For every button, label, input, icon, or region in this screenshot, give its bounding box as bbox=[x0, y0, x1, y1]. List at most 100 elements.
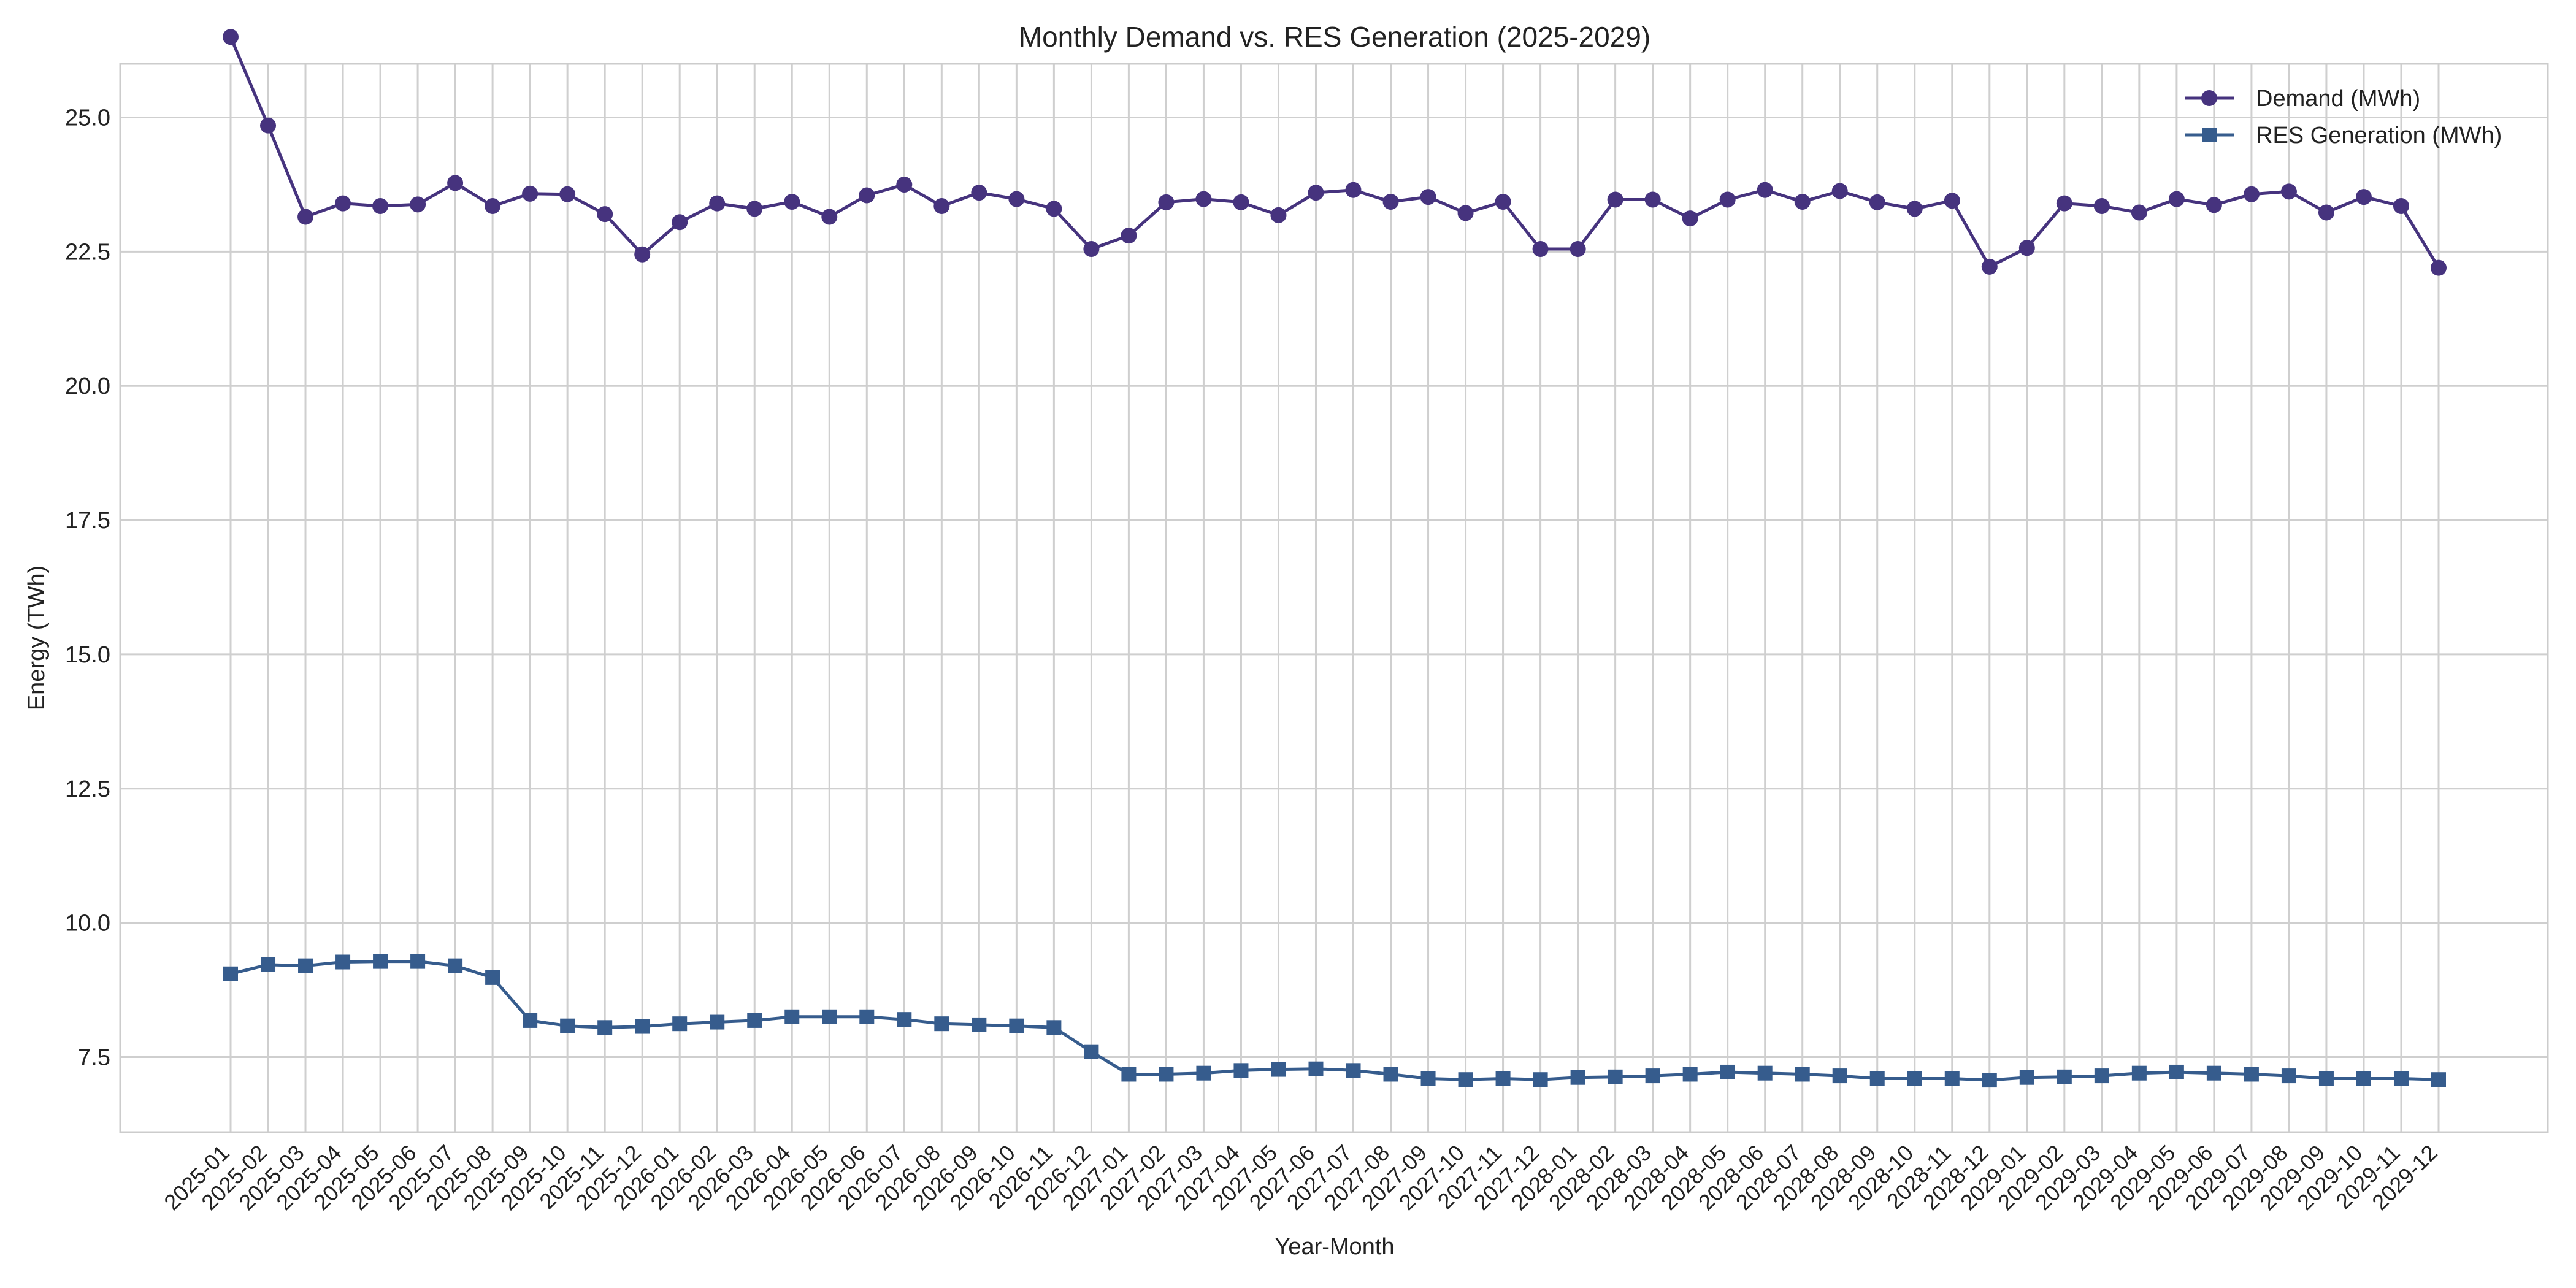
data-point bbox=[2169, 1064, 2184, 1079]
data-point bbox=[1083, 241, 1100, 258]
data-point bbox=[447, 175, 464, 191]
data-point bbox=[597, 206, 613, 223]
data-point bbox=[260, 117, 277, 134]
data-point bbox=[523, 1013, 538, 1028]
data-point bbox=[1644, 191, 1661, 208]
data-point bbox=[1719, 191, 1736, 208]
legend-item: Demand (MWh) bbox=[2185, 86, 2420, 112]
data-point bbox=[223, 29, 239, 45]
data-point bbox=[261, 957, 276, 972]
y-axis-label: Energy (TWh) bbox=[24, 565, 50, 710]
data-point bbox=[2206, 1065, 2221, 1081]
data-point bbox=[1607, 191, 1623, 208]
data-point bbox=[1720, 1064, 1735, 1079]
data-point bbox=[1795, 1067, 1810, 1082]
data-point bbox=[1420, 1071, 1436, 1086]
data-point bbox=[223, 966, 238, 981]
y-tick-label: 15.0 bbox=[65, 642, 110, 668]
data-point bbox=[1944, 1071, 1960, 1086]
data-point bbox=[1608, 1069, 1623, 1084]
data-point bbox=[1195, 191, 1212, 207]
data-point bbox=[298, 958, 313, 973]
data-point bbox=[2206, 197, 2222, 213]
data-point bbox=[634, 246, 651, 263]
data-point bbox=[1382, 193, 1399, 210]
data-point bbox=[2318, 1071, 2334, 1086]
data-point bbox=[2093, 197, 2110, 214]
data-point bbox=[2431, 1072, 2446, 1087]
y-tick-label: 12.5 bbox=[65, 776, 110, 802]
data-point bbox=[410, 954, 426, 969]
data-point bbox=[560, 1018, 575, 1033]
y-tick-label: 10.0 bbox=[65, 911, 110, 937]
data-point bbox=[1046, 201, 1062, 217]
data-point bbox=[1308, 185, 1324, 201]
chart-title: Monthly Demand vs. RES Generation (2025-… bbox=[1019, 21, 1650, 53]
data-point bbox=[1121, 1067, 1137, 1082]
data-point bbox=[1570, 1070, 1585, 1085]
data-point bbox=[1233, 194, 1249, 210]
data-point bbox=[746, 201, 763, 217]
data-point bbox=[335, 954, 351, 970]
data-point bbox=[1831, 183, 1848, 199]
x-axis-label: Year-Month bbox=[1275, 1234, 1394, 1260]
data-point bbox=[2244, 1067, 2259, 1082]
plot-area-frame bbox=[119, 63, 2549, 1133]
data-point bbox=[373, 954, 388, 969]
grid-lines bbox=[120, 64, 2548, 1132]
data-point bbox=[1158, 194, 1175, 210]
data-point bbox=[2094, 1068, 2109, 1084]
data-point bbox=[1495, 193, 1511, 210]
data-point bbox=[335, 195, 351, 212]
legend-item: RES Generation (MWh) bbox=[2185, 123, 2502, 148]
data-point bbox=[933, 197, 950, 214]
data-point bbox=[2356, 1071, 2371, 1086]
data-point bbox=[859, 1009, 875, 1024]
data-point bbox=[1682, 210, 1698, 227]
data-point bbox=[1981, 258, 1998, 275]
data-point bbox=[2131, 1065, 2147, 1081]
data-point bbox=[2019, 1070, 2034, 1085]
data-point bbox=[1383, 1067, 1398, 1082]
data-point bbox=[710, 1014, 725, 1030]
data-point bbox=[2318, 204, 2334, 221]
data-point bbox=[1907, 1071, 1922, 1086]
y-tick-label: 22.5 bbox=[65, 239, 110, 265]
data-point bbox=[1532, 241, 1549, 258]
data-point bbox=[485, 970, 500, 985]
data-point bbox=[672, 214, 688, 231]
data-point bbox=[2280, 183, 2297, 200]
series-layer bbox=[223, 29, 2447, 1088]
data-point bbox=[672, 1016, 688, 1032]
data-point bbox=[1906, 201, 1923, 217]
data-point bbox=[1196, 1065, 1211, 1081]
data-point bbox=[635, 1019, 650, 1034]
data-point bbox=[410, 196, 426, 213]
data-point bbox=[1271, 1062, 1286, 1077]
legend: Demand (MWh) RES Generation (MWh) bbox=[2185, 86, 2502, 148]
data-point bbox=[1533, 1072, 1548, 1087]
data-point bbox=[2355, 189, 2372, 205]
data-point bbox=[784, 1009, 800, 1024]
data-point bbox=[2018, 240, 2035, 256]
data-point bbox=[1046, 1020, 1062, 1035]
y-tick-label: 7.5 bbox=[78, 1045, 110, 1070]
data-point bbox=[2393, 197, 2409, 214]
data-point bbox=[972, 1017, 987, 1032]
data-point bbox=[709, 195, 726, 212]
data-point bbox=[485, 197, 501, 214]
data-point bbox=[1084, 1044, 1099, 1059]
data-point bbox=[2393, 1071, 2409, 1086]
data-point bbox=[897, 1012, 912, 1027]
series-1 bbox=[223, 954, 2446, 1088]
data-point bbox=[747, 1013, 762, 1028]
data-point bbox=[597, 1020, 613, 1035]
data-point bbox=[821, 209, 838, 225]
data-point bbox=[896, 176, 913, 193]
data-point bbox=[859, 187, 875, 204]
data-point bbox=[1869, 194, 1885, 210]
data-point bbox=[1869, 1071, 1885, 1086]
data-point bbox=[1345, 182, 1362, 198]
data-point bbox=[1570, 241, 1586, 258]
